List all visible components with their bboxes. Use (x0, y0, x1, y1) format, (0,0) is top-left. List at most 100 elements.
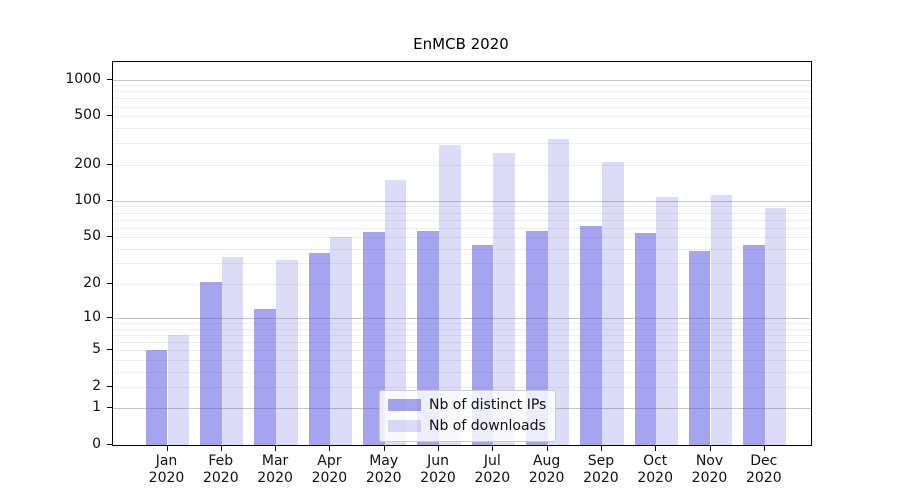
y-tick-label: 500 (74, 107, 101, 124)
gridline-minor (113, 116, 811, 118)
gridline-minor (113, 85, 811, 87)
legend-label-distinct-ips: Nb of distinct IPs (429, 397, 547, 413)
gridline-minor (113, 323, 811, 325)
y-tick-label: 2 (92, 377, 101, 394)
x-tick-label-jul: Jul 2020 (474, 453, 511, 486)
gridline-minor (113, 248, 811, 250)
gridline-minor (113, 284, 811, 285)
y-tick-label: 1 (92, 399, 101, 416)
y-tick-label: 200 (74, 155, 101, 172)
bar-downloads-mar (276, 260, 298, 445)
bar-downloads-apr (330, 237, 353, 445)
x-tick-label-nov: Nov 2020 (691, 453, 728, 486)
x-tick-label-may: May 2020 (365, 453, 402, 486)
x-tick-mark (763, 446, 765, 451)
gridline-minor (113, 143, 811, 145)
bar-distinct-ips-apr (308, 252, 331, 445)
bar-distinct-ips-mar (254, 309, 277, 445)
gridline-minor (113, 227, 811, 229)
x-tick-label-apr: Apr 2020 (311, 453, 348, 486)
y-tick-mark (107, 317, 112, 319)
gridline-minor (113, 237, 811, 238)
gridline-minor (113, 106, 811, 108)
legend-swatch-distinct-ips (388, 399, 421, 411)
gridline-minor (113, 263, 811, 265)
y-tick-mark (107, 385, 112, 387)
x-tick-label-feb: Feb 2020 (202, 453, 239, 486)
y-tick-label: 50 (83, 228, 101, 244)
bar-downloads-feb (221, 256, 244, 445)
y-tick-mark (107, 283, 112, 284)
x-tick-label-dec: Dec 2020 (745, 453, 782, 486)
x-tick-mark (275, 446, 277, 451)
y-tick-mark (107, 236, 112, 237)
bar-downloads-may (384, 180, 407, 445)
bar-distinct-ips-feb (200, 281, 222, 445)
gridline-minor (113, 91, 811, 93)
x-tick-label-mar: Mar 2020 (257, 453, 293, 486)
y-tick-mark (107, 78, 112, 80)
x-tick-mark (709, 446, 711, 451)
y-tick-mark (107, 444, 112, 445)
bar-downloads-nov (710, 194, 733, 445)
bar-downloads-sep (601, 161, 624, 445)
y-tick-label: 0 (92, 436, 101, 452)
gridline-major (113, 200, 811, 202)
gridline-minor (113, 342, 811, 344)
x-tick-mark (655, 446, 657, 451)
x-tick-mark (438, 446, 439, 451)
x-tick-label-aug: Aug 2020 (528, 453, 565, 486)
gridline-minor (113, 206, 811, 208)
y-tick-label: 10 (83, 309, 101, 326)
bar-distinct-ips-nov (688, 251, 711, 445)
y-tick-mark (107, 115, 112, 117)
bar-distinct-ips-dec (743, 244, 765, 445)
x-tick-mark (166, 446, 168, 451)
bar-distinct-ips-jan (145, 350, 168, 445)
x-tick-label-oct: Oct 2020 (637, 453, 673, 486)
y-tick-label: 100 (74, 191, 101, 208)
y-tick-label: 5 (92, 341, 101, 358)
gridline-minor (113, 98, 811, 100)
x-tick-mark (546, 446, 548, 451)
legend-item-downloads: Nb of downloads (388, 417, 546, 435)
bar-downloads-dec (764, 207, 787, 445)
gridline-minor (113, 328, 811, 330)
bar-distinct-ips-oct (634, 233, 657, 445)
y-tick-label: 1000 (65, 70, 101, 87)
bar-downloads-aug (547, 139, 570, 445)
x-tick-mark (600, 446, 602, 451)
gridline-minor (113, 219, 811, 221)
y-tick-mark (107, 407, 112, 409)
y-tick-mark (107, 199, 112, 201)
x-tick-label-jan: Jan 2020 (148, 453, 185, 486)
x-tick-mark (383, 446, 385, 451)
legend-item-distinct-ips: Nb of distinct IPs (388, 396, 546, 414)
legend-swatch-downloads (388, 420, 421, 432)
gridline-minor (113, 350, 811, 352)
gridline-minor (113, 127, 811, 129)
bar-downloads-jul (493, 152, 515, 445)
gridline-major (113, 79, 811, 81)
bar-downloads-jan (167, 335, 190, 445)
y-tick-label: 20 (83, 275, 101, 291)
x-tick-mark (329, 446, 331, 451)
gridline-minor (113, 335, 811, 336)
legend: Nb of distinct IPs Nb of downloads (379, 390, 557, 442)
gridline-minor (113, 386, 811, 388)
gridline-minor (113, 371, 811, 373)
legend-label-downloads: Nb of downloads (429, 418, 546, 434)
bar-downloads-jun (439, 144, 461, 445)
x-tick-label-jun: Jun 2020 (420, 453, 456, 486)
x-tick-label-sep: Sep 2020 (583, 453, 619, 486)
plot-area (112, 61, 812, 446)
gridline-minor (113, 212, 811, 214)
y-tick-mark (107, 163, 112, 165)
bar-downloads-oct (656, 197, 678, 445)
x-tick-mark (492, 446, 494, 451)
x-tick-mark (220, 446, 222, 451)
gridline-major (113, 318, 811, 320)
gridline-minor (113, 164, 811, 166)
gridline-minor (113, 359, 811, 361)
